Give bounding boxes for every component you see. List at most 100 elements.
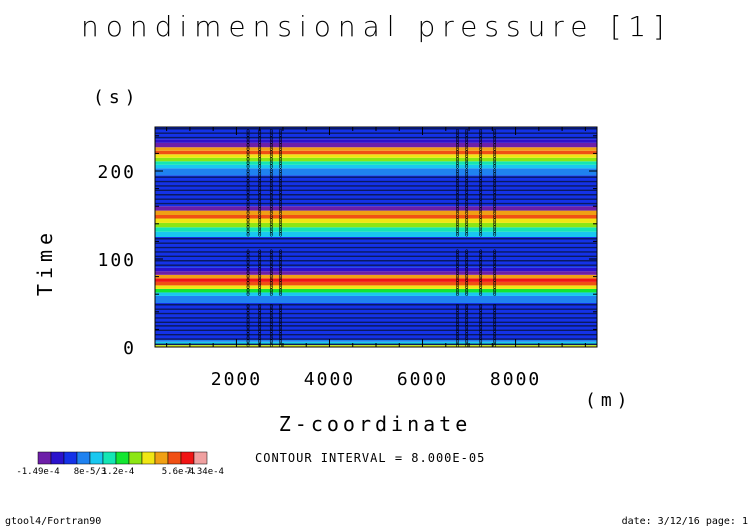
contour-label: 0 [279,175,283,182]
contour-label: 0 [270,179,274,186]
heat-band [155,281,597,286]
contour-label: 0 [258,263,262,270]
contour-label: 0 [456,142,460,149]
footer-right-text: date: 3/12/16 page: 1 [621,516,748,527]
contour-label: 0 [246,260,250,267]
contour-label: 0 [258,252,262,259]
contour-label: 0 [493,256,497,263]
contour-label: 0 [258,160,262,167]
colorbar-tick-label: 5.6e-4 [162,467,195,477]
contour-label: 0 [270,284,274,291]
contour-label: 0 [479,175,483,182]
heat-band [155,339,597,342]
contour-label: 0 [279,277,283,284]
contour-label: 0 [456,252,460,259]
contour-label: 0 [270,318,274,325]
contour-label: 0 [456,160,460,167]
contour-label: 0 [279,142,283,149]
contour-label: 0 [479,325,483,332]
contour-label: 0 [456,332,460,339]
heat-band [155,292,597,296]
contour-label: 0 [270,339,274,346]
contour-label: 0 [246,314,250,321]
contour-label: 0 [270,196,274,203]
contour-label: 0 [258,267,262,274]
contour-label: 0 [456,291,460,298]
contour-label: 0 [456,263,460,270]
contour-label: 0 [479,179,483,186]
heat-band [155,150,597,155]
contour-label: 0 [479,207,483,214]
contour-label: 0 [479,314,483,321]
colorbar: -1.49e-4 8e-5/31.2e-4 5.6e-47.34e-4 [16,451,224,477]
contour-label: 0 [493,224,497,231]
contour-label: 0 [456,193,460,200]
contour-label: 0 [258,325,262,332]
contour-label: 0 [279,339,283,346]
contour-label: 0 [270,168,274,175]
contour-label: 0 [456,288,460,295]
contour-label: 0 [479,291,483,298]
y-axis-unit: (s) [93,87,141,108]
contour-label: 0 [279,274,283,281]
colorbar-swatch [141,451,156,465]
contour-label: 0 [479,193,483,200]
contour-label: 0 [465,182,469,189]
contour-label: 0 [493,274,497,281]
contour-label: 0 [493,139,497,146]
contour-label: 0 [465,342,469,349]
contour-label: 0 [279,164,283,171]
colorbar-tick-label: 1.2e-4 [102,467,135,477]
x-tick-label: 2000 [211,369,262,390]
contour-label: 0 [270,210,274,217]
contour-label: 0 [279,284,283,291]
contour-label: 0 [258,217,262,224]
contour-label: 0 [279,311,283,318]
contour-label: 0 [493,228,497,235]
contour-label: 0 [456,228,460,235]
heat-band [155,295,597,303]
contour-label: 0 [465,332,469,339]
contour-label: 0 [258,270,262,277]
contour-label: 0 [465,186,469,193]
contour-label: 0 [279,186,283,193]
contour-label: 0 [270,252,274,259]
contour-label: 0 [493,135,497,142]
contour-label: 0 [279,270,283,277]
contour-label: 0 [270,160,274,167]
contour-label: 0 [493,288,497,295]
heat-band [155,274,597,279]
contour-label: 0 [456,203,460,210]
contour-label: 0 [270,314,274,321]
contour-label: 0 [279,203,283,210]
contour-label: 0 [246,175,250,182]
contour-label: 0 [246,193,250,200]
contour-label: 0 [270,281,274,288]
contour-label: 0 [279,153,283,160]
contour-label: 0 [479,270,483,277]
contour-label: 0 [465,142,469,149]
contour-label: 0 [279,179,283,186]
contour-label: 0 [246,288,250,295]
contour-label: 0 [246,249,250,256]
contour-label: 0 [246,291,250,298]
contour-label: 0 [493,217,497,224]
contour-label: 0 [279,135,283,142]
contour-label: 0 [456,249,460,256]
contour-label: 0 [258,214,262,221]
contour-label: 0 [246,281,250,288]
contour-label: 0 [456,328,460,335]
contour-label: 0 [456,186,460,193]
contour-label: 0 [479,150,483,157]
contour-label: 0 [479,304,483,311]
contour-label: 0 [279,196,283,203]
contour-label: 0 [479,135,483,142]
contour-label: 0 [279,342,283,349]
contour-label: 0 [279,210,283,217]
contour-label: 0 [493,164,497,171]
y-tick-label: 0 [123,338,136,359]
contour-label: 0 [279,328,283,335]
colorbar-swatch [37,451,52,465]
contour-label: 0 [493,196,497,203]
contour-label: 0 [270,260,274,267]
